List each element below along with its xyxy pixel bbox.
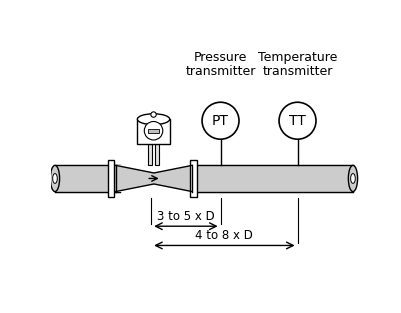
Bar (148, 144, 152, 165)
Bar (190, 160, 196, 197)
Text: Temperature: Temperature (258, 51, 337, 64)
Circle shape (279, 102, 316, 139)
Text: Pressure: Pressure (194, 51, 247, 64)
Bar (108, 160, 114, 197)
Text: PT: PT (212, 114, 229, 128)
Ellipse shape (350, 174, 355, 183)
Bar (138, 119, 170, 144)
Text: TT: TT (289, 114, 306, 128)
Circle shape (151, 112, 156, 117)
Ellipse shape (53, 174, 57, 183)
Ellipse shape (348, 165, 358, 192)
Circle shape (144, 121, 163, 140)
Bar (116, 165, 192, 192)
Text: 4 to 8 x D: 4 to 8 x D (195, 229, 253, 242)
Ellipse shape (138, 114, 170, 125)
Bar (156, 144, 159, 165)
Text: transmitter: transmitter (262, 64, 333, 78)
Polygon shape (116, 165, 192, 192)
Bar (148, 129, 159, 133)
Text: transmitter: transmitter (185, 64, 256, 78)
Circle shape (202, 102, 239, 139)
Text: 3 to 5 x D: 3 to 5 x D (157, 210, 215, 223)
Ellipse shape (51, 165, 60, 192)
